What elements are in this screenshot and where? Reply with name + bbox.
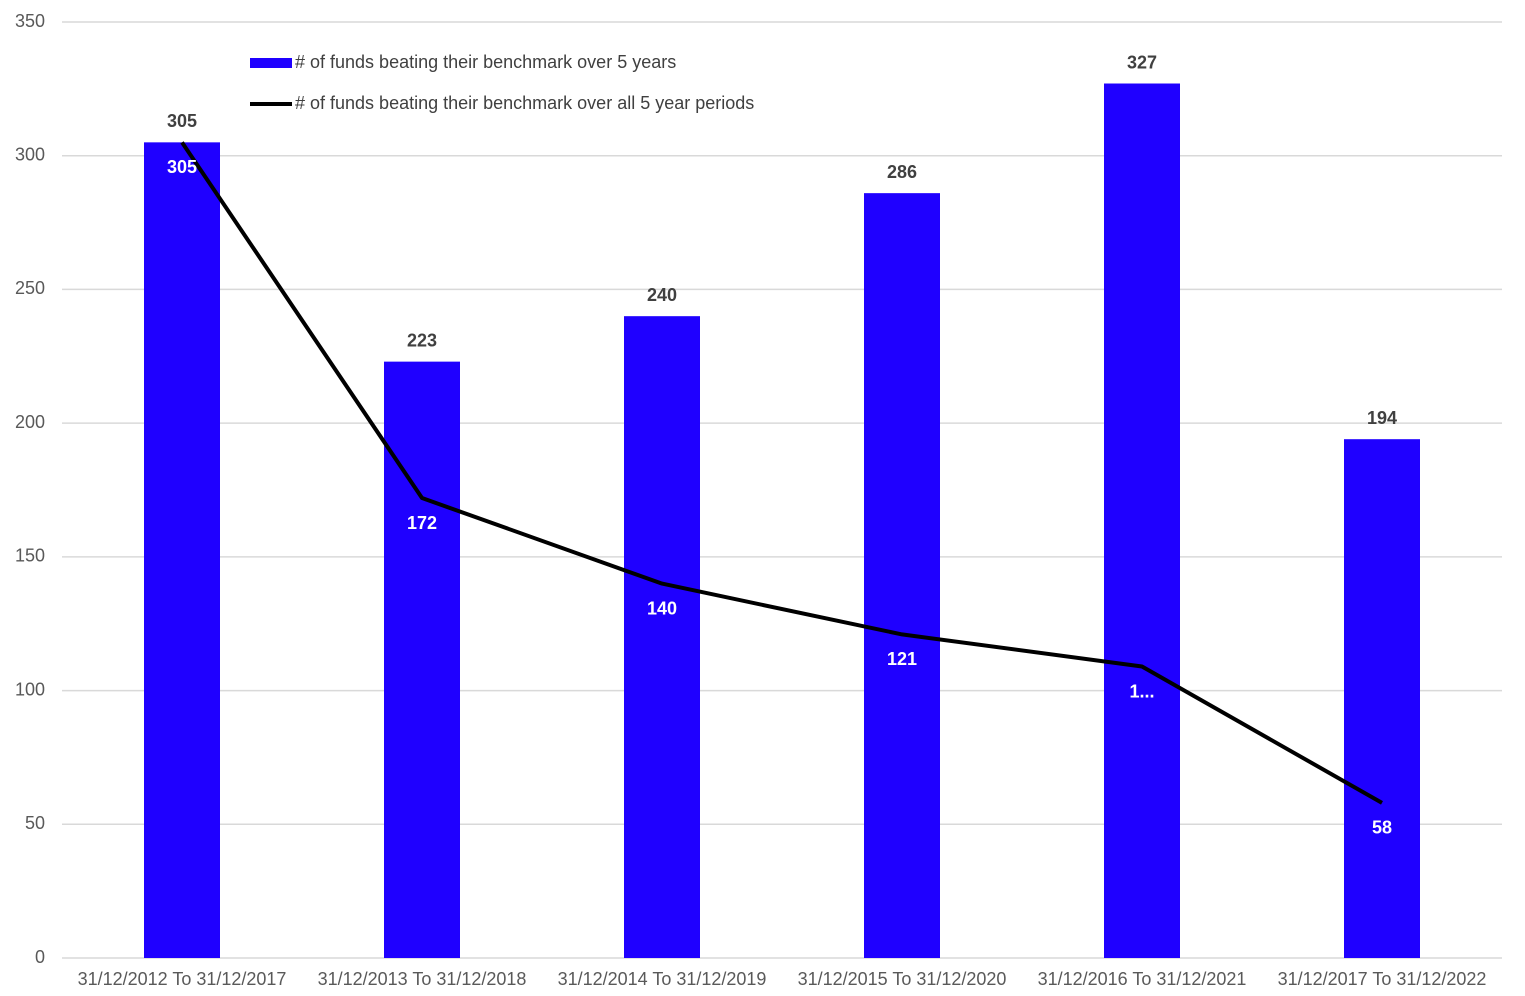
bar-value-label: 223 <box>407 330 437 350</box>
x-tick-label: 31/12/2014 To 31/12/2019 <box>558 969 767 989</box>
line-value-label: 58 <box>1372 818 1392 838</box>
y-tick-label: 50 <box>25 813 45 833</box>
legend-label: # of funds beating their benchmark over … <box>295 93 754 113</box>
x-tick-label: 31/12/2016 To 31/12/2021 <box>1038 969 1247 989</box>
x-tick-label: 31/12/2012 To 31/12/2017 <box>78 969 287 989</box>
bar-value-label: 194 <box>1367 408 1397 428</box>
y-tick-label: 150 <box>15 546 45 566</box>
line-value-label: 305 <box>167 157 197 177</box>
bar-value-label: 305 <box>167 111 197 131</box>
bar <box>864 193 940 958</box>
y-tick-label: 100 <box>15 679 45 699</box>
legend-swatch <box>250 58 292 68</box>
bar-value-label: 286 <box>887 162 917 182</box>
line-value-label: 1... <box>1129 681 1154 701</box>
line-value-label: 121 <box>887 649 917 669</box>
y-tick-label: 0 <box>35 947 45 967</box>
y-tick-label: 300 <box>15 144 45 164</box>
line <box>180 141 1383 805</box>
bar <box>1104 83 1180 959</box>
x-tick-label: 31/12/2017 To 31/12/2022 <box>1278 969 1487 989</box>
line-value-label: 172 <box>407 513 437 533</box>
y-tick-label: 350 <box>15 11 45 31</box>
legend-label: # of funds beating their benchmark over … <box>295 52 676 72</box>
y-tick-label: 200 <box>15 412 45 432</box>
bar-value-label: 240 <box>647 285 677 305</box>
y-tick-label: 250 <box>15 278 45 298</box>
bar <box>1344 439 1420 958</box>
x-tick-label: 31/12/2015 To 31/12/2020 <box>798 969 1007 989</box>
bar-value-label: 327 <box>1127 52 1157 72</box>
x-tick-label: 31/12/2013 To 31/12/2018 <box>318 969 527 989</box>
bar <box>384 361 460 958</box>
bar <box>144 142 220 959</box>
line-value-label: 140 <box>647 598 677 618</box>
bar <box>624 316 700 959</box>
